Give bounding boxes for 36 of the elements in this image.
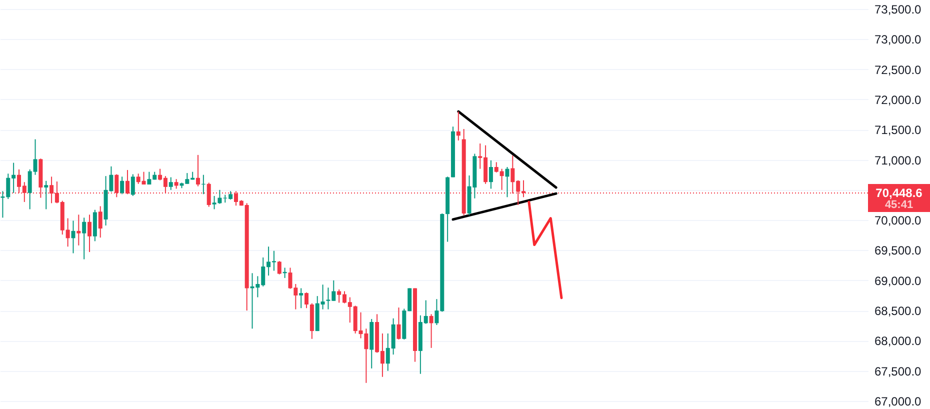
candlestick: [505, 166, 510, 198]
candlestick: [299, 288, 304, 309]
candlestick: [304, 292, 309, 309]
y-tick-label: 72,000.0: [874, 92, 922, 107]
candlestick: [76, 214, 81, 246]
y-tick-label: 70,000.0: [874, 214, 922, 228]
y-tick-label: 67,500.0: [874, 364, 922, 378]
candlestick: [168, 176, 173, 190]
candlestick: [206, 182, 211, 208]
candlestick: [488, 160, 493, 190]
candlestick: [174, 178, 178, 190]
candlestick: [396, 307, 401, 340]
candlestick: [429, 314, 434, 348]
y-tick-label: 69,500.0: [874, 244, 922, 258]
candlestick: [98, 206, 102, 238]
candlestick: [88, 214, 92, 253]
candlestick: [130, 174, 135, 196]
y-tick-label: 68,000.0: [874, 334, 922, 348]
y-tick-label: 71,500.0: [874, 123, 922, 138]
y-tick-label: 73,000.0: [874, 32, 922, 47]
y-tick-label: 71,000.0: [874, 153, 922, 168]
y-tick-label: 69,000.0: [874, 274, 922, 288]
line-series: [528, 200, 563, 300]
candlestick: [120, 176, 124, 195]
y-tick-label: 67,000.0: [874, 394, 922, 408]
candlestick: [196, 154, 200, 187]
text: 45:41: [884, 199, 914, 212]
y-tick-label: 68,500.0: [874, 304, 922, 318]
candlestick: [71, 220, 76, 254]
y-tick-label: 72,500.0: [874, 62, 922, 77]
candlestick: [82, 217, 86, 260]
candlestick: [44, 180, 48, 210]
candlestick: [277, 260, 282, 275]
ref-line-label: 70,448.6: [876, 186, 923, 200]
candlestick: [456, 111, 460, 141]
y-tick-label: 73,500.0: [874, 2, 922, 16]
